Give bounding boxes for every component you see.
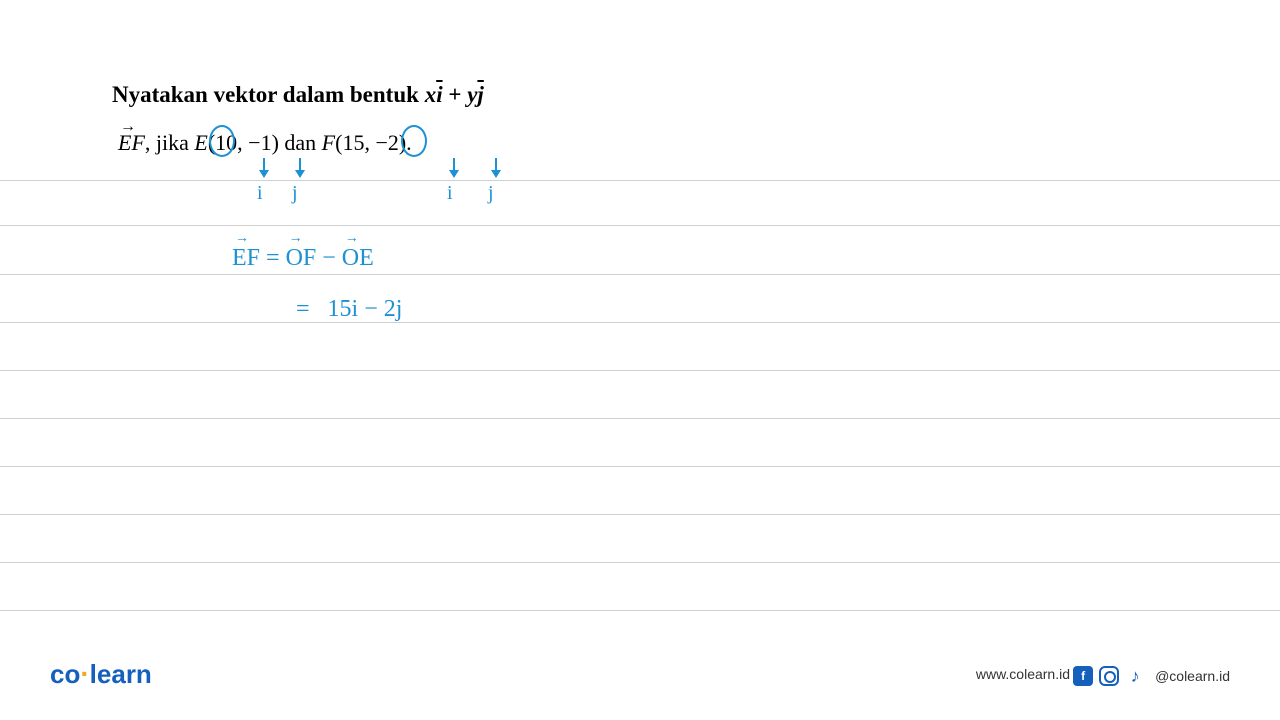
question-mid: , jika bbox=[145, 130, 195, 155]
ruled-line bbox=[0, 610, 1280, 611]
label-i: i bbox=[257, 182, 263, 205]
footer-handle: @colearn.id bbox=[1155, 668, 1230, 684]
logo-dot-icon: · bbox=[80, 658, 89, 689]
ruled-line bbox=[0, 225, 1280, 226]
arrow-down-icon bbox=[294, 158, 306, 182]
title-var-y: y bbox=[467, 82, 477, 107]
working-minus: − bbox=[316, 245, 342, 271]
working-of: OF bbox=[286, 245, 317, 272]
ruled-line bbox=[0, 322, 1280, 323]
ruled-line bbox=[0, 514, 1280, 515]
point-e-name: E bbox=[194, 130, 207, 155]
working-oe: OE bbox=[342, 245, 374, 272]
facebook-icon: f bbox=[1073, 666, 1093, 686]
working-result: 15i − 2j bbox=[328, 296, 403, 322]
logo-co: co bbox=[50, 659, 80, 689]
point-f-name: F bbox=[322, 130, 335, 155]
problem-question: EF, jika E(10, −1) dan F(15, −2). bbox=[118, 130, 412, 156]
tiktok-icon: ♪ bbox=[1125, 666, 1145, 686]
problem-title: Nyatakan vektor dalam bentuk xi + yj bbox=[112, 82, 484, 108]
title-prefix: Nyatakan vektor dalam bentuk bbox=[112, 82, 425, 107]
label-j: j bbox=[292, 182, 298, 205]
page-footer: co·learn www.colearn.id f ♪ @colearn.id bbox=[0, 650, 1280, 690]
footer-url: www.colearn.id bbox=[976, 666, 1070, 682]
vector-ef: EF bbox=[118, 130, 145, 155]
ruled-line bbox=[0, 180, 1280, 181]
label-i: i bbox=[447, 182, 453, 205]
instagram-icon bbox=[1099, 666, 1119, 686]
page-content: Nyatakan vektor dalam bentuk xi + yj EF,… bbox=[0, 0, 1280, 720]
working-line-1: EF = OF − OE bbox=[232, 245, 374, 272]
ruled-line bbox=[0, 418, 1280, 419]
brand-logo: co·learn bbox=[50, 658, 152, 690]
ruled-line bbox=[0, 370, 1280, 371]
working-eq2: = bbox=[296, 296, 310, 322]
working-line-2: = 15i − 2j bbox=[296, 296, 402, 323]
footer-social: f ♪ @colearn.id bbox=[1073, 666, 1230, 686]
logo-learn: learn bbox=[90, 659, 152, 689]
circle-f-annotation bbox=[401, 125, 427, 157]
ruled-line bbox=[0, 274, 1280, 275]
label-j: j bbox=[488, 182, 494, 205]
working-ef: EF bbox=[232, 245, 260, 272]
arrow-down-icon bbox=[448, 158, 460, 182]
title-plus: + bbox=[443, 82, 468, 107]
question-and: dan bbox=[279, 130, 322, 155]
arrow-down-icon bbox=[490, 158, 502, 182]
title-var-x: x bbox=[425, 82, 437, 107]
circle-e-annotation bbox=[209, 125, 235, 157]
title-unit-j: j bbox=[477, 82, 483, 107]
ruled-line bbox=[0, 562, 1280, 563]
arrow-down-icon bbox=[258, 158, 270, 182]
working-eq: = bbox=[260, 245, 286, 271]
ruled-line bbox=[0, 466, 1280, 467]
